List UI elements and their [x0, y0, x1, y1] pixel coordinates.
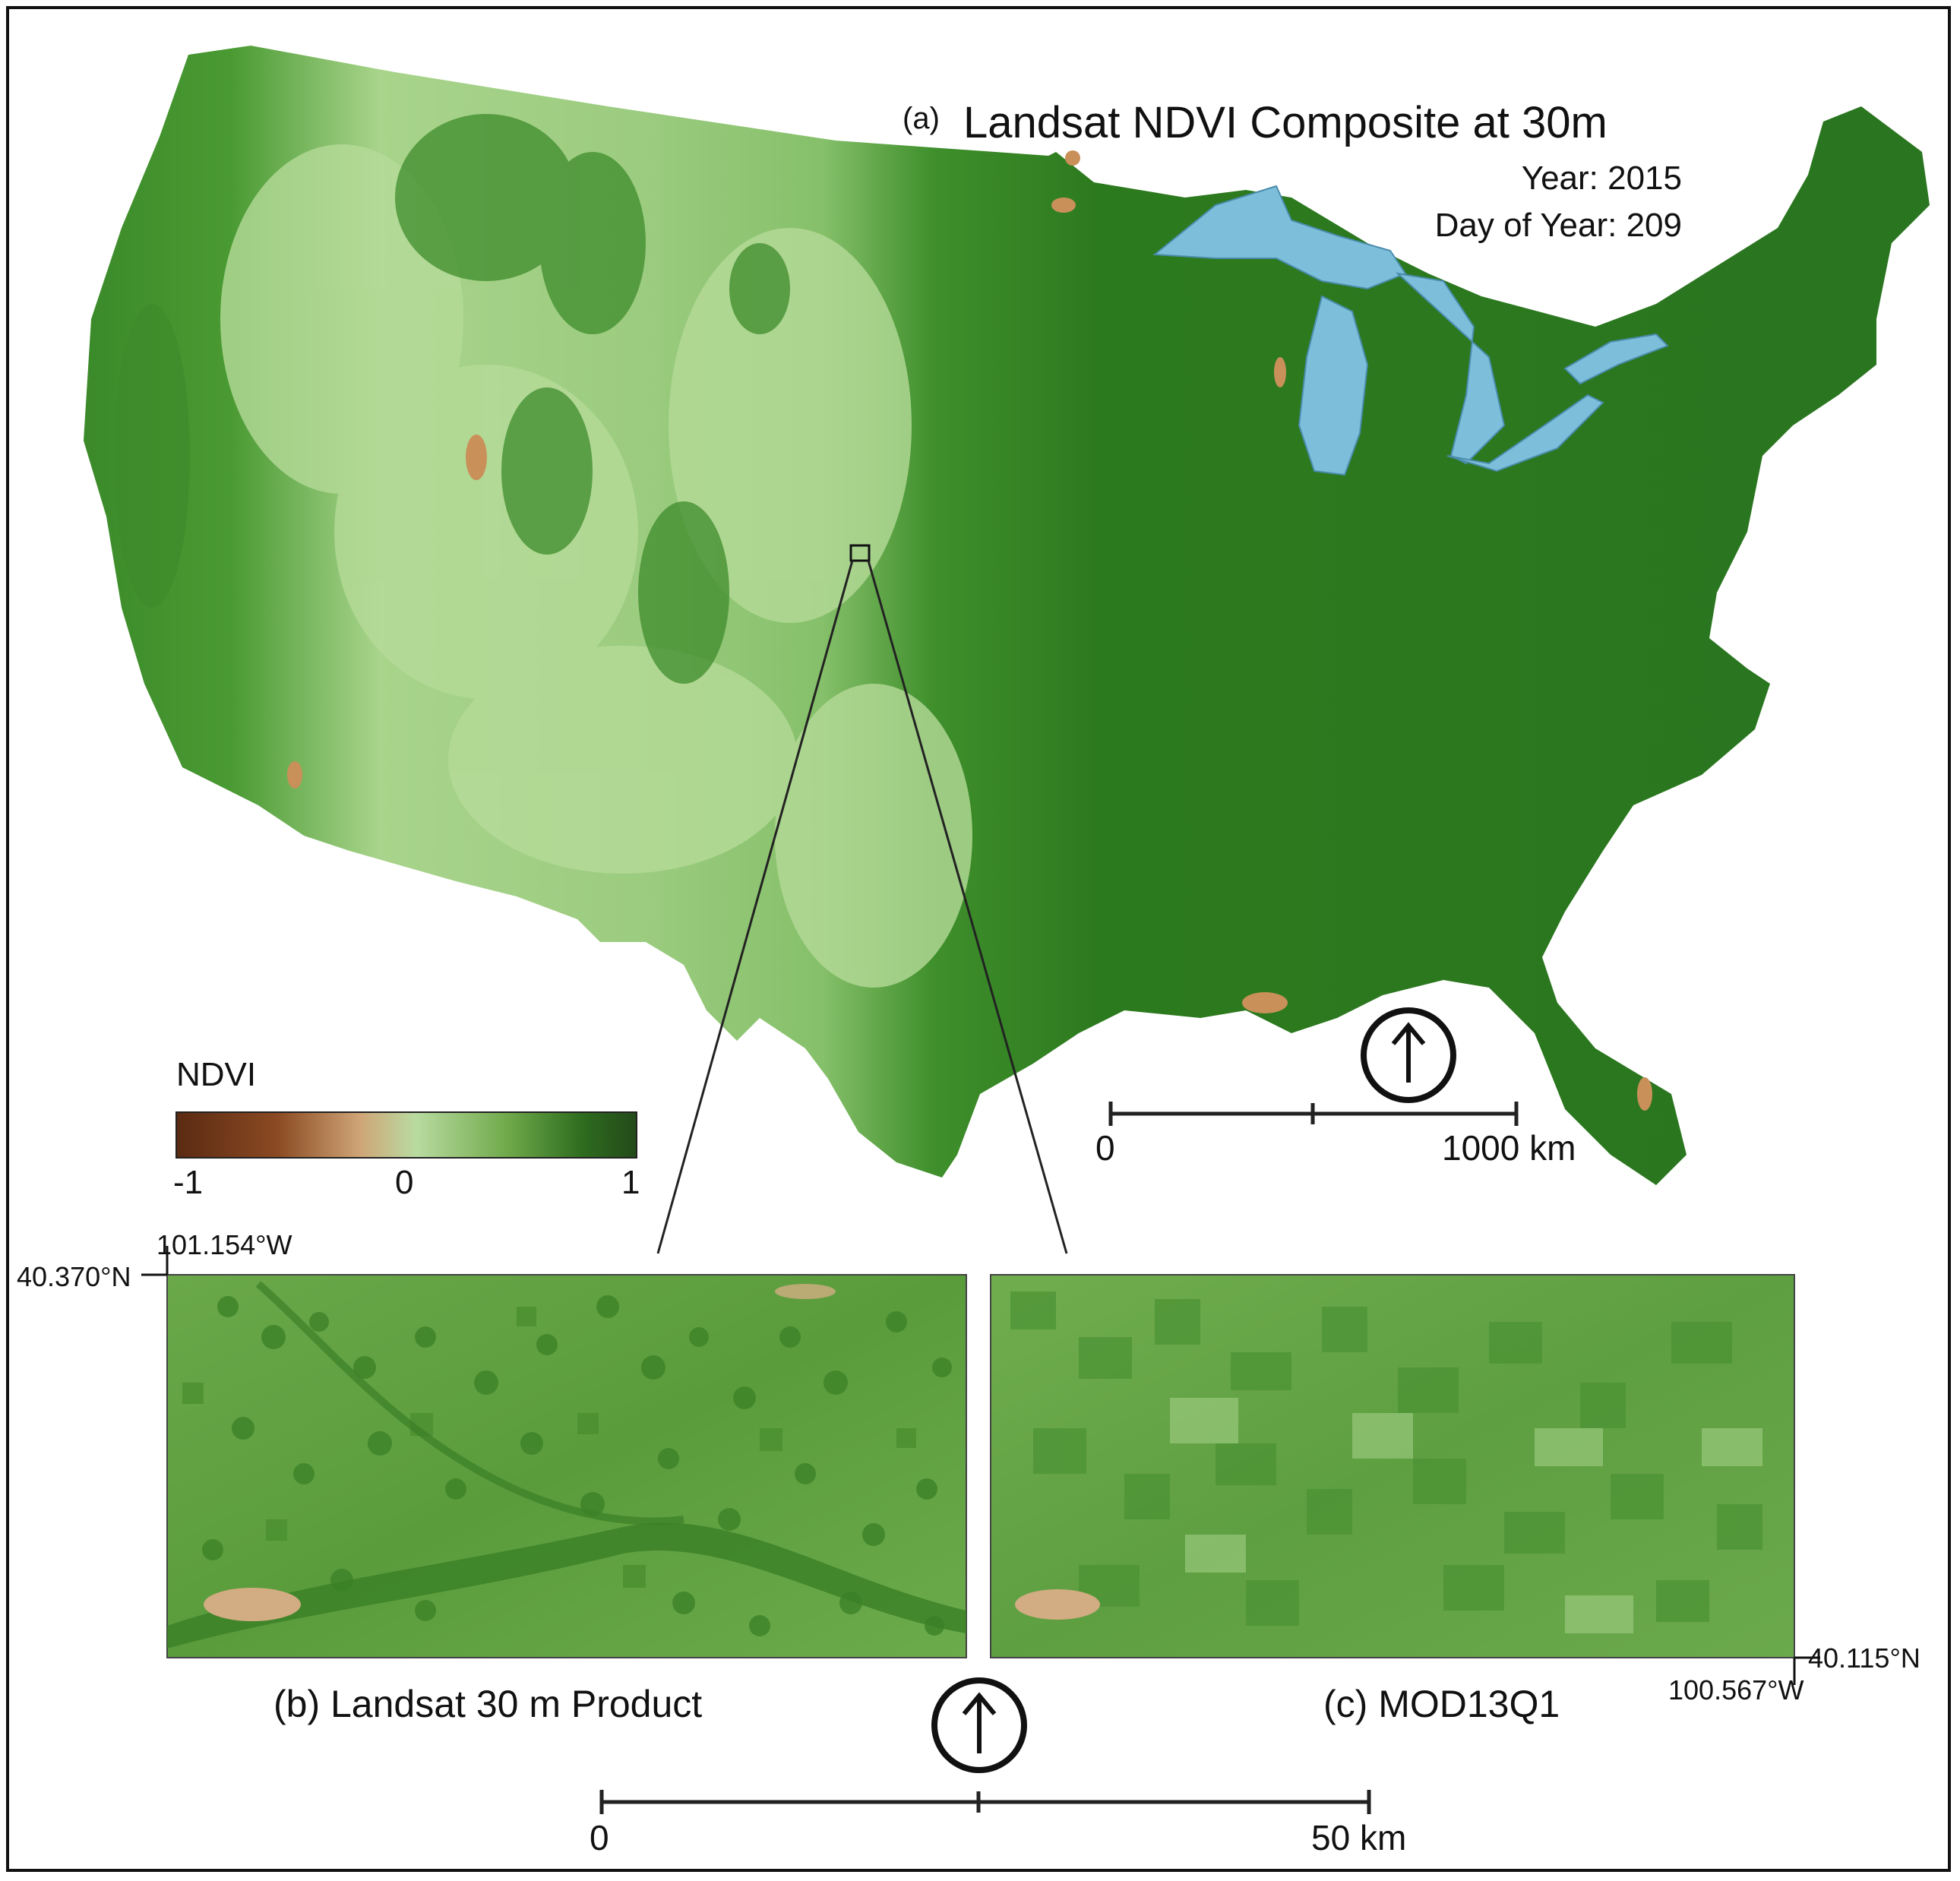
inset-corner-lat-nw: 40.370°N [17, 1261, 131, 1292]
zoom-extent-box [849, 544, 871, 562]
reservoir-modis [1015, 1589, 1100, 1620]
great-lakes [1152, 185, 1669, 476]
scalebar-main-end: 1000 km [1442, 1128, 1576, 1168]
inset-corner-lon-nw: 101.154°W [156, 1229, 292, 1260]
scalebar-main-zero: 0 [1095, 1128, 1115, 1168]
doy-label: Day of Year: 209 [1434, 207, 1682, 244]
lake-ontario [1563, 333, 1669, 385]
mountain-forest-patches [114, 114, 790, 684]
year-label: Year: 2015 [1521, 160, 1682, 197]
scalebar-inset-zero: 0 [590, 1818, 609, 1857]
inset-landsat [166, 1274, 967, 1658]
reservoir-landsat [204, 1588, 301, 1621]
inset-modis [990, 1274, 1795, 1658]
scalebar-inset [599, 1790, 1371, 1814]
scalebar-inset-end: 50 km [1311, 1818, 1407, 1857]
inset-c-caption: (c) MOD13Q1 [1323, 1683, 1560, 1725]
inset-corner-lon-se: 100.567°W [1668, 1674, 1804, 1706]
lake-michigan [1298, 295, 1369, 476]
inset-corner-lat-se: 40.115°N [1808, 1642, 1920, 1674]
legend-tick-zero: 0 [395, 1164, 414, 1201]
legend-title: NDVI [176, 1056, 257, 1093]
ndvi-legend [175, 1111, 637, 1159]
legend-colorbar [175, 1111, 637, 1159]
leader-line-left [656, 560, 854, 1254]
legend-tick-min: -1 [173, 1164, 204, 1201]
north-arrow-inset [931, 1677, 1027, 1773]
inset-corner-ticks [141, 1246, 1820, 1685]
figure-frame [6, 6, 1951, 1872]
leader-line-right [867, 560, 1068, 1254]
lake-superior [1152, 185, 1407, 290]
ndvi-map-conus [84, 46, 1930, 1254]
inset-b-caption: (b) Landsat 30 m Product [273, 1683, 703, 1725]
panel-a-letter: (a) [903, 102, 940, 135]
legend-tick-max: 1 [621, 1164, 640, 1201]
main-map-title: Landsat NDVI Composite at 30m [963, 98, 1608, 147]
bare-soil-spots [287, 150, 1652, 1111]
lake-erie [1446, 394, 1604, 473]
scalebar-main [1108, 1102, 1519, 1126]
north-arrow-main [1361, 1007, 1456, 1103]
